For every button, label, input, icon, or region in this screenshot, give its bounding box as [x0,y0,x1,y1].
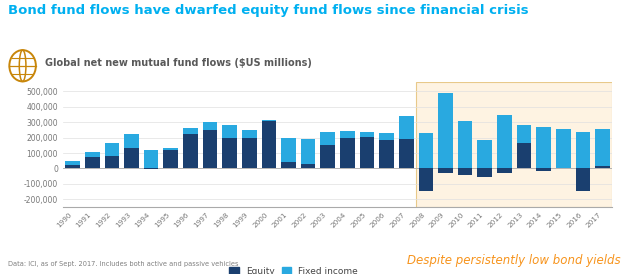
Bar [124,134,139,149]
Bar [163,148,178,150]
Bar [575,132,590,169]
Bar [379,140,394,169]
Text: Global net new mutual fund flows ($US millions): Global net new mutual fund flows ($US mi… [45,58,312,67]
Bar [320,145,335,169]
Text: Data: ICI, as of Sept. 2017. Includes both active and passive vehicles: Data: ICI, as of Sept. 2017. Includes bo… [8,261,238,267]
Bar [242,138,257,169]
Bar [183,128,198,134]
Bar [458,169,472,175]
Bar [65,161,80,165]
Bar [416,82,612,207]
Bar [438,93,453,169]
Bar [124,149,139,169]
Bar [360,137,374,169]
Bar [203,130,217,169]
Bar [536,169,551,171]
Bar [340,131,355,138]
Bar [575,169,590,191]
Bar [261,121,276,169]
Bar [163,150,178,169]
Bar [65,165,80,169]
Bar [222,138,237,169]
Bar [399,116,414,139]
Bar [517,143,531,169]
Bar [477,140,492,169]
Bar [104,156,119,169]
Text: Despite persistently low bond yields: Despite persistently low bond yields [407,254,620,267]
Bar [301,139,315,164]
Bar [399,139,414,169]
Bar [418,169,433,192]
Bar [222,124,237,138]
Bar [320,132,335,145]
Bar [144,150,158,169]
Bar [517,125,531,143]
Bar [418,133,433,169]
Bar [281,162,296,169]
Bar [497,115,512,169]
Bar [438,169,453,173]
Bar [281,138,296,162]
Text: Bond fund flows have dwarfed equity fund flows since financial crisis: Bond fund flows have dwarfed equity fund… [8,4,528,17]
Bar [458,121,472,169]
Bar [556,168,571,169]
Bar [261,120,276,121]
Bar [85,152,100,157]
Bar [497,169,512,173]
Bar [203,122,217,130]
Bar [104,143,119,156]
Bar [242,130,257,138]
Bar [340,138,355,169]
Bar [379,133,394,140]
Bar [183,134,198,169]
Bar [477,169,492,177]
Bar [360,132,374,137]
Bar [595,129,610,166]
Legend: Equity, Fixed income: Equity, Fixed income [226,263,361,274]
Bar [556,129,571,168]
Bar [595,166,610,169]
Bar [85,157,100,169]
Bar [301,164,315,169]
Bar [536,127,551,169]
